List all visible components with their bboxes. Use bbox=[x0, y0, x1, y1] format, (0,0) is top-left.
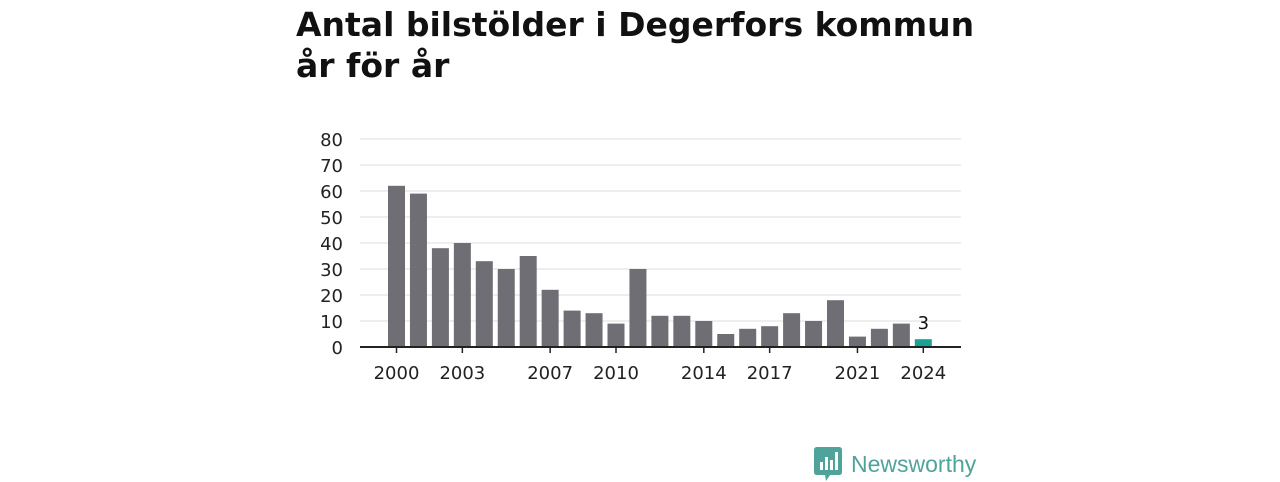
x-tick-label: 2021 bbox=[835, 363, 881, 384]
bar-2020 bbox=[827, 300, 844, 347]
y-tick-label: 60 bbox=[320, 182, 343, 203]
data-label: 3 bbox=[918, 313, 929, 334]
x-tick-label: 2000 bbox=[374, 363, 420, 384]
chart-title: Antal bilstölder i Degerfors kommun år f… bbox=[296, 5, 975, 85]
bar-2007 bbox=[541, 289, 559, 347]
bar-2015 bbox=[717, 334, 735, 347]
x-tick-label: 2003 bbox=[439, 363, 485, 384]
bar-2013 bbox=[673, 315, 691, 347]
y-tick-label: 70 bbox=[320, 156, 343, 177]
bar-2019 bbox=[805, 321, 823, 347]
bar-2000 bbox=[388, 185, 405, 347]
bar-2010 bbox=[607, 323, 625, 347]
y-tick-label: 20 bbox=[320, 286, 343, 307]
data-labels: 3 bbox=[918, 313, 929, 334]
y-tick-label: 30 bbox=[320, 260, 343, 281]
bar-2024 bbox=[914, 339, 932, 347]
gridlines bbox=[360, 138, 961, 322]
x-tick-label: 2007 bbox=[527, 363, 573, 384]
y-tick-label: 0 bbox=[332, 338, 343, 359]
y-tick-label: 40 bbox=[320, 234, 343, 255]
y-tick-label: 80 bbox=[320, 130, 343, 151]
bar-2004 bbox=[475, 261, 493, 347]
bar-2018 bbox=[783, 313, 801, 347]
bar-2017 bbox=[761, 326, 779, 347]
brand-name: Newsworthy bbox=[851, 450, 977, 477]
bar-2008 bbox=[563, 310, 581, 347]
x-tick-label: 2014 bbox=[681, 363, 727, 384]
y-tick-label: 50 bbox=[320, 208, 343, 229]
bars bbox=[388, 185, 932, 347]
y-tick-label: 10 bbox=[320, 312, 343, 333]
bar-2012 bbox=[651, 315, 669, 347]
x-tick-label: 2017 bbox=[747, 363, 793, 384]
x-tick-label: 2010 bbox=[593, 363, 639, 384]
newsworthy-logo-icon bbox=[814, 447, 842, 481]
bar-2014 bbox=[695, 321, 713, 347]
bar-2001 bbox=[409, 193, 427, 347]
x-axis-ticks: 2000 2003 2007 2010 2014 2017 2021 2024 bbox=[374, 347, 946, 384]
bar-2009 bbox=[585, 313, 603, 347]
bar-2006 bbox=[519, 256, 537, 347]
bar-2023 bbox=[892, 323, 910, 347]
bar-2022 bbox=[870, 328, 888, 347]
bar-2002 bbox=[431, 248, 449, 347]
bar-2003 bbox=[453, 243, 471, 347]
bar-2021 bbox=[848, 336, 866, 347]
x-tick-label: 2024 bbox=[900, 363, 946, 384]
y-axis-tick-labels: 0 10 20 30 40 50 60 70 80 bbox=[320, 130, 343, 359]
bar-2005 bbox=[497, 269, 515, 347]
bar-2016 bbox=[739, 328, 757, 347]
bar-2011 bbox=[629, 269, 647, 347]
newsworthy-brand: Newsworthy bbox=[814, 446, 976, 482]
